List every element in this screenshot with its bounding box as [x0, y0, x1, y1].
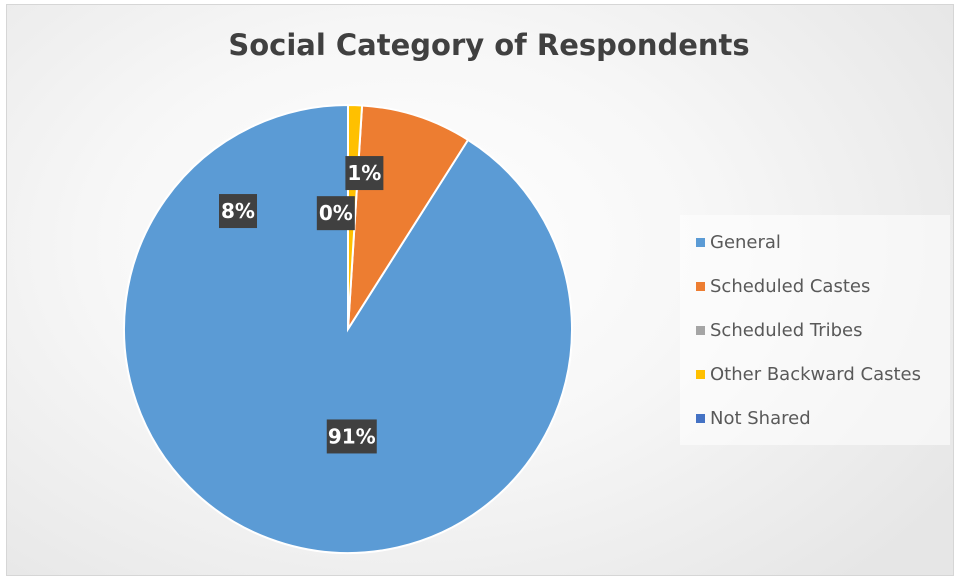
chart-title: Social Category of Respondents — [228, 28, 750, 62]
pie-data-labels: 91% 8% 0% 1% — [219, 156, 384, 454]
legend-swatch-scheduled-tribes — [696, 325, 705, 335]
data-label-other-backward-castes: 1% — [345, 156, 384, 191]
legend-label: Not Shared — [710, 407, 811, 429]
svg-text:8%: 8% — [221, 199, 255, 223]
data-label-scheduled-tribes: 0% — [316, 196, 355, 231]
legend-swatch-not-shared — [696, 413, 705, 423]
data-label-scheduled-castes: 8% — [219, 194, 258, 229]
legend-swatch-scheduled-castes — [696, 281, 705, 291]
legend-label: Scheduled Tribes — [710, 319, 863, 341]
legend-item-not-shared: Not Shared — [696, 406, 811, 430]
legend-label: General — [710, 231, 781, 253]
legend-label: Scheduled Castes — [710, 275, 871, 297]
legend: General Scheduled Castes Scheduled Tribe… — [680, 215, 950, 445]
legend-swatch-general — [696, 237, 705, 247]
svg-text:91%: 91% — [328, 424, 376, 448]
svg-text:0%: 0% — [319, 201, 353, 225]
legend-item-scheduled-tribes: Scheduled Tribes — [696, 318, 863, 342]
legend-swatch-other-backward-castes — [696, 369, 705, 379]
svg-text:1%: 1% — [347, 161, 381, 185]
legend-item-scheduled-castes: Scheduled Castes — [696, 274, 870, 298]
legend-item-other-backward-castes: Other Backward Castes — [696, 362, 921, 386]
legend-label: Other Backward Castes — [710, 363, 921, 385]
legend-item-general: General — [696, 230, 781, 254]
data-label-general: 91% — [326, 419, 377, 454]
